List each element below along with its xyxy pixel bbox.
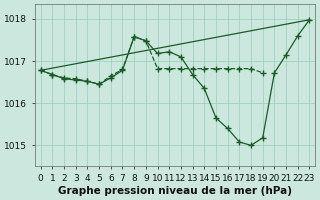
- X-axis label: Graphe pression niveau de la mer (hPa): Graphe pression niveau de la mer (hPa): [58, 186, 292, 196]
